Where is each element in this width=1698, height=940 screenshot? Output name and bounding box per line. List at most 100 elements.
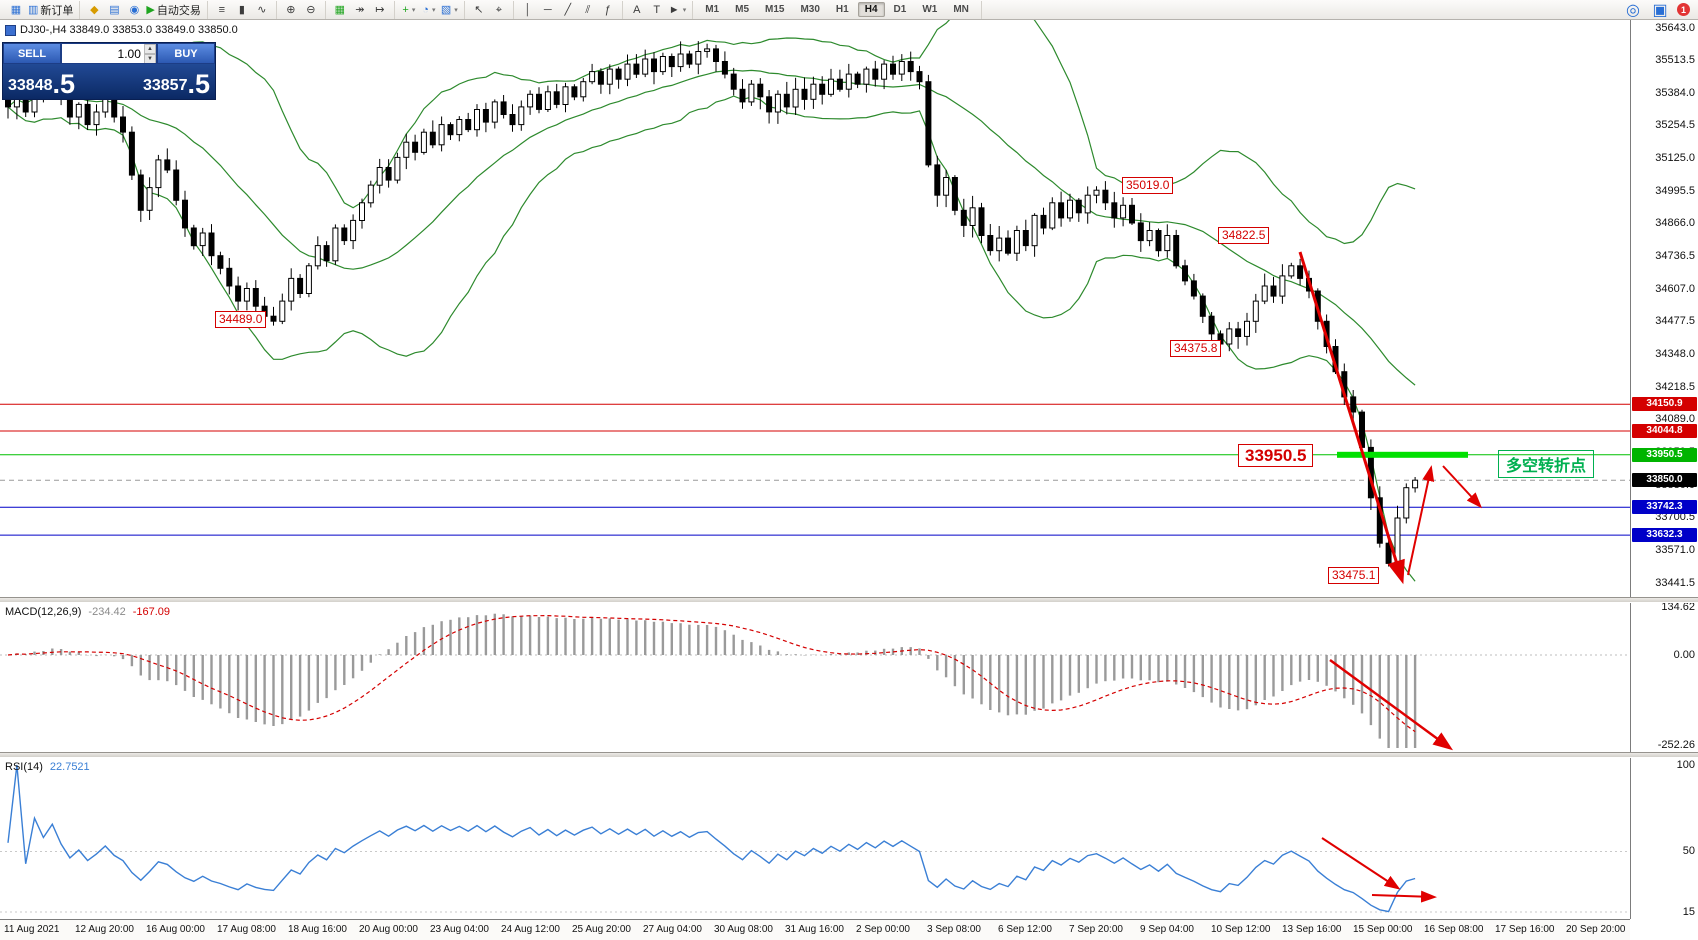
text-icon[interactable]: A [633,3,641,16]
volume-increase-button[interactable]: ▲ [143,44,156,54]
time-label: 11 Aug 2021 [4,924,60,935]
macd-scale-top: 134.62 [1661,601,1695,613]
templates-icon[interactable]: ▧ ▾ [440,3,458,16]
vertical-line-icon[interactable]: │ [524,3,532,16]
time-label: 23 Aug 04:00 [430,924,489,935]
time-label: 20 Sep 20:00 [1566,924,1626,935]
rsi-label: RSI(14) [5,761,43,773]
time-label: 17 Aug 08:00 [217,924,276,935]
timeframe-H4[interactable]: H4 [857,2,885,17]
price-tick: 33700.5 [1655,511,1695,524]
time-label: 13 Sep 16:00 [1282,924,1342,935]
market-watch-icon[interactable]: ◆ [90,3,99,16]
price-tick: 33441.5 [1655,576,1695,589]
timeframe-W1[interactable]: W1 [922,4,938,15]
tile-windows-icon[interactable]: ▦ [334,3,346,16]
search-icon[interactable]: ◎ [1626,1,1640,19]
community-icon[interactable]: ▣ [1652,1,1668,19]
cursor-icon[interactable]: ↖ [474,3,484,16]
macd-scale-bottom: -252.26 [1657,739,1695,751]
toolbar-group: ◆ ▤ ◉ ▶ 自动交易 [80,0,208,19]
buy-price: 33857 .5 [143,69,210,99]
app-icon[interactable]: ▦ [10,3,22,16]
time-label: 16 Aug 00:00 [146,924,205,935]
timeframe-M15[interactable]: M15 [765,4,785,15]
macd-scale-zero: 0.00 [1673,649,1695,661]
rsi-value: 22.7521 [49,761,90,773]
price-tick: 34607.0 [1655,282,1695,295]
zoom-out-icon[interactable]: ⊖ [306,3,316,16]
channel-icon[interactable]: ⫽ [585,3,591,16]
toolbar: ▦ ▥ 新订单 ◆ ▤ ◉ ▶ 自动交易 ≡ ▮ ∿ ⊕ ⊖ ▦ ↠ ↦ + ▾ ◔ ▾ ▧ ▾ ↖ ⌖ │ ─ ╱ ⫽ ƒ A T ► ▾ M1… [0,0,1698,20]
periods-icon[interactable]: ◔ ▾ [422,3,436,16]
timeframe-M30[interactable]: M30 [800,4,820,15]
time-label: 30 Aug 08:00 [714,924,773,935]
price-tag: 33850.0 [1632,473,1697,488]
toolbar-group: ⊕ ⊖ [277,0,326,19]
buy-button[interactable]: BUY [157,43,215,64]
rsi-scale-bottom: 15 [1682,906,1695,918]
timeframe-M1[interactable]: M1 [705,4,720,15]
time-label: 16 Sep 08:00 [1424,924,1484,935]
navigator-icon[interactable]: ◉ [129,3,140,16]
crosshair-icon[interactable]: ⌖ [495,3,502,16]
price-tag: 34044.8 [1632,424,1697,439]
indicators-icon[interactable]: + ▾ [402,3,416,16]
time-label: 10 Sep 12:00 [1211,924,1271,935]
notification-badge[interactable]: 1 [1677,3,1690,16]
new-order-button[interactable]: ▥ 新订单 [28,3,74,17]
time-label: 9 Sep 04:00 [1140,924,1194,935]
time-label: 31 Aug 16:00 [785,924,844,935]
time-axis[interactable]: 11 Aug 2021 12 Aug 20:00 16 Aug 00:00 17 Au… [0,919,1630,940]
macd-label: MACD(12,26,9) [5,606,82,618]
price-tick: 34477.5 [1655,315,1695,328]
text-label-icon[interactable]: T [653,3,661,16]
price-tick: 34089.0 [1655,413,1695,426]
panel-separator[interactable] [0,597,1698,603]
auto-scroll-icon[interactable]: ↠ [355,3,365,16]
horizontal-line-icon[interactable]: ─ [543,3,552,16]
time-label: 6 Sep 12:00 [998,924,1052,935]
timeframe-H1[interactable]: H1 [835,4,849,15]
price-tick: 34218.5 [1655,380,1695,393]
buy-price-frac: .5 [187,69,210,99]
timeframe-D1[interactable]: D1 [893,4,907,15]
price-tick: 35513.5 [1655,54,1695,67]
timeframe-MN[interactable]: MN [953,4,969,15]
toolbar-group: ≡ ▮ ∿ [208,0,277,19]
auto-trading-button[interactable]: ▶ 自动交易 [146,3,201,17]
time-label: 2 Sep 00:00 [856,924,910,935]
volume-input[interactable] [62,44,144,63]
data-window-icon[interactable]: ▤ [109,3,120,16]
price-tag: 34150.9 [1632,397,1697,412]
bar-chart-icon[interactable]: ≡ [218,3,226,16]
price-tick: 35254.5 [1655,119,1695,132]
chart-symbol-info: DJ30-,H4 33849.0 33853.0 33849.0 33850.0 [5,24,238,36]
line-chart-icon[interactable]: ∿ [257,3,267,16]
rsi-scale-top: 100 [1676,759,1695,771]
toolbar-group: + ▾ ◔ ▾ ▧ ▾ [395,0,465,19]
toolbar-group: │ ─ ╱ ⫽ ƒ [514,0,623,19]
timeframe-M5[interactable]: M5 [735,4,750,15]
panel-separator[interactable] [0,752,1698,758]
chart-shift-icon[interactable]: ↦ [375,3,385,16]
price-scale[interactable]: 134.62 0.00 -252.26 100 50 15 35643.0 355… [1630,20,1698,919]
shapes-icon[interactable]: ► ▾ [668,3,687,16]
volume-decrease-button[interactable]: ▼ [143,54,156,63]
toolbar-group: ↖ ⌖ [465,0,514,19]
time-label: 17 Sep 16:00 [1495,924,1555,935]
toolbar-group: ▦ ↠ ↦ [326,0,395,19]
price-tag: 33950.5 [1632,447,1697,462]
zoom-in-icon[interactable]: ⊕ [286,3,296,16]
volume-field: ▲ ▼ [61,43,157,64]
fibonacci-icon[interactable]: ƒ [604,3,611,16]
time-label: 27 Aug 04:00 [643,924,702,935]
sell-button[interactable]: SELL [3,43,61,64]
time-label: 25 Aug 20:00 [572,924,631,935]
candlestick-chart-icon[interactable]: ▮ [238,3,245,16]
trendline-icon[interactable]: ╱ [564,3,572,16]
toolbar-right: ◎ ▣ 1 [1623,1,1696,19]
sell-price-base: 33848 [8,77,53,94]
